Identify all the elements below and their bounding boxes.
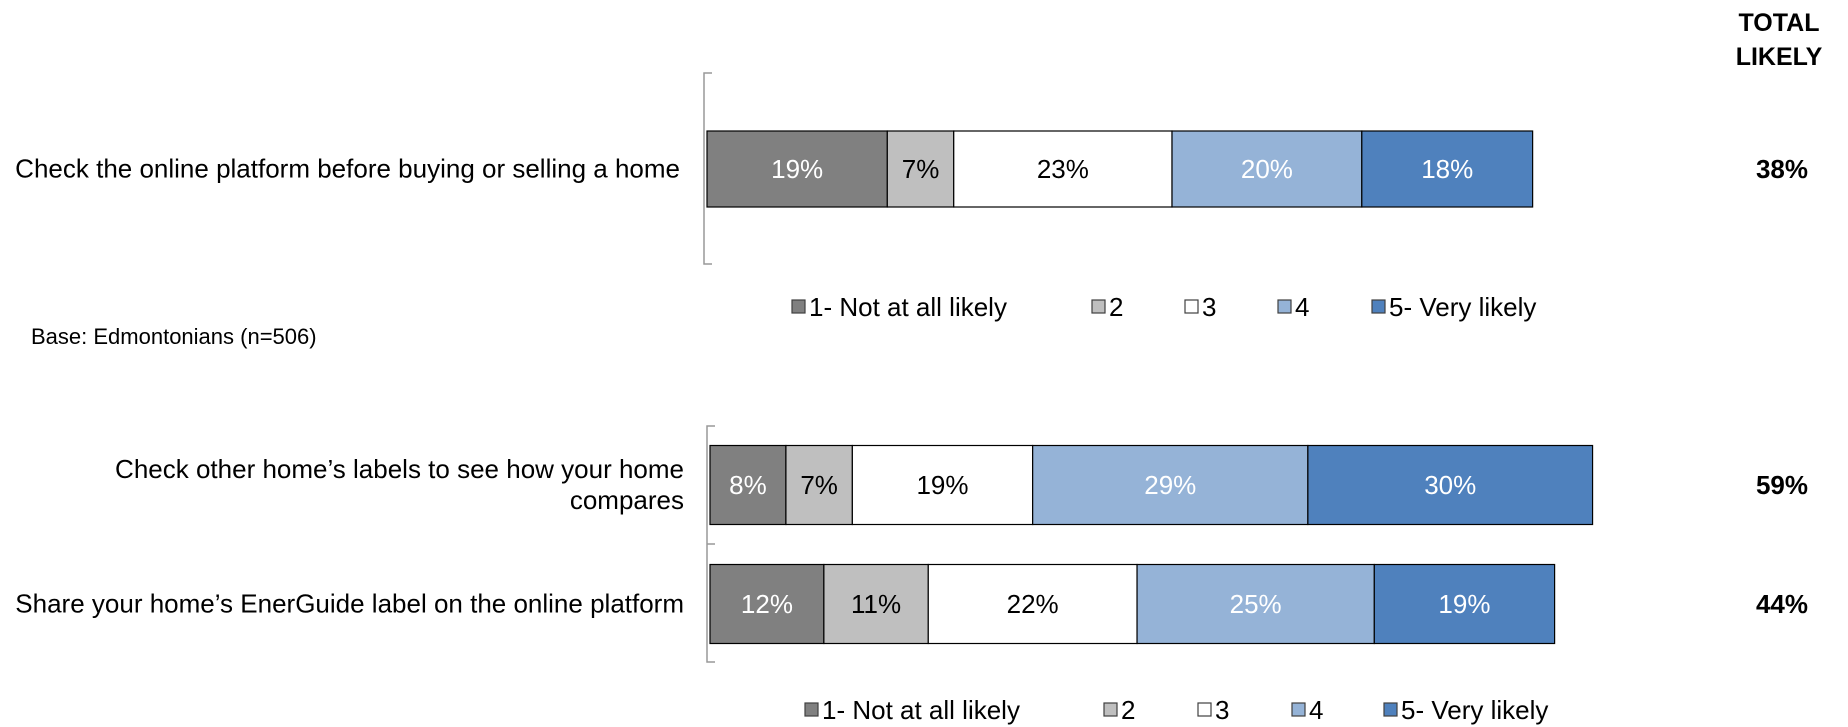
- legend-label: 4: [1295, 292, 1309, 322]
- legend-swatch: [1091, 299, 1106, 314]
- data-label: 25%: [1230, 589, 1282, 619]
- bar-segment: [1361, 130, 1534, 208]
- data-label: 19%: [916, 470, 968, 500]
- bar-segment: [1171, 130, 1363, 208]
- bar-segment: [1032, 444, 1309, 526]
- bar-segment: [785, 444, 853, 526]
- total-likely-header: TOTAL LIKELY: [1735, 9, 1823, 71]
- bar-segment: [927, 563, 1138, 645]
- data-label: 11%: [851, 589, 901, 619]
- data-label: 20%: [1241, 154, 1293, 184]
- legend-label: 3: [1215, 695, 1229, 725]
- legend-label: 3: [1202, 292, 1216, 322]
- legend-swatch: [1184, 299, 1199, 314]
- bar-segment: [851, 444, 1034, 526]
- category-label: Share your home’s EnerGuide label on the…: [15, 588, 684, 619]
- data-label: 29%: [1144, 470, 1196, 500]
- legend-label: 1- Not at all likely: [822, 695, 1020, 725]
- bar-segment: [953, 130, 1173, 208]
- bar-segment: [1307, 444, 1594, 526]
- total-likely-value: 59%: [1756, 470, 1808, 500]
- legend-label: 1- Not at all likely: [809, 292, 1007, 322]
- data-label: 7%: [902, 154, 940, 184]
- data-label: 19%: [1438, 589, 1490, 619]
- total-likely-value: 38%: [1756, 154, 1808, 184]
- data-label: 18%: [1421, 154, 1473, 184]
- data-label: 23%: [1037, 154, 1089, 184]
- category-label: Check the online platform before buying …: [15, 153, 680, 184]
- bar-segment: [1373, 563, 1556, 645]
- legend-swatch: [791, 299, 806, 314]
- category-label: Check other home’s labels to see how you…: [115, 454, 684, 515]
- data-label: 19%: [771, 154, 823, 184]
- total-likely-value: 44%: [1756, 589, 1808, 619]
- data-label: 30%: [1424, 470, 1476, 500]
- data-label: 22%: [1007, 589, 1059, 619]
- legend-label: 5- Very likely: [1389, 292, 1536, 322]
- legend-swatch: [1371, 299, 1386, 314]
- base-note: Base: Edmontonians (n=506): [31, 324, 317, 349]
- legend-label: 5- Very likely: [1401, 695, 1548, 725]
- category-axis: [703, 72, 712, 265]
- bar-segment: [706, 130, 888, 208]
- legend-swatch: [1383, 702, 1398, 717]
- legend-swatch: [804, 702, 819, 717]
- legend-swatch: [1197, 702, 1212, 717]
- legend-swatch: [1277, 299, 1292, 314]
- legend-swatch: [1291, 702, 1306, 717]
- data-label: 12%: [741, 589, 793, 619]
- legend-label: 2: [1109, 292, 1123, 322]
- bar-segment: [709, 444, 787, 526]
- legend-label: 2: [1121, 695, 1135, 725]
- data-label: 8%: [729, 470, 767, 500]
- data-label: 7%: [800, 470, 838, 500]
- legend-swatch: [1103, 702, 1118, 717]
- legend-label: 4: [1309, 695, 1323, 725]
- bar-segment: [886, 130, 955, 208]
